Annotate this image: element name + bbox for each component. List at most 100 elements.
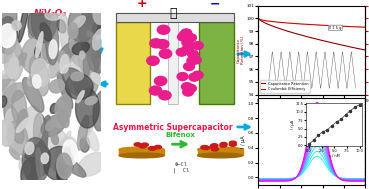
Ellipse shape <box>7 26 25 66</box>
Ellipse shape <box>36 32 43 58</box>
Ellipse shape <box>82 54 100 95</box>
Ellipse shape <box>36 148 42 180</box>
Ellipse shape <box>27 77 33 86</box>
Line: Coulombic Efficiency: Coulombic Efficiency <box>258 18 365 27</box>
Coulombic Efficiency <box>256 17 261 19</box>
Ellipse shape <box>78 38 100 75</box>
Ellipse shape <box>42 128 70 170</box>
Coulombic Efficiency <box>276 21 280 23</box>
Text: ⊕—Cl
|  Cl: ⊕—Cl | Cl <box>173 162 189 173</box>
Circle shape <box>210 145 217 148</box>
Ellipse shape <box>60 54 69 73</box>
Ellipse shape <box>58 94 71 116</box>
Ellipse shape <box>80 136 90 152</box>
Ellipse shape <box>56 162 68 189</box>
Ellipse shape <box>19 0 30 42</box>
Circle shape <box>139 145 146 148</box>
Ellipse shape <box>68 23 78 39</box>
Ellipse shape <box>80 51 85 59</box>
Text: Asymmetric Supercapacitor: Asymmetric Supercapacitor <box>113 123 233 132</box>
Text: NiV₂O₆: NiV₂O₆ <box>33 9 67 18</box>
Ellipse shape <box>34 113 48 156</box>
Ellipse shape <box>29 55 49 96</box>
Ellipse shape <box>16 118 30 132</box>
Ellipse shape <box>28 0 48 38</box>
Ellipse shape <box>6 109 17 128</box>
Ellipse shape <box>21 38 47 73</box>
Circle shape <box>134 143 141 146</box>
Ellipse shape <box>69 23 96 67</box>
Ellipse shape <box>23 78 44 112</box>
Ellipse shape <box>78 153 106 176</box>
Circle shape <box>149 147 156 150</box>
Ellipse shape <box>35 47 40 60</box>
Ellipse shape <box>0 17 18 54</box>
Ellipse shape <box>56 137 77 164</box>
Circle shape <box>186 34 196 42</box>
Ellipse shape <box>65 74 93 100</box>
Circle shape <box>147 56 159 65</box>
Text: Bifenox: Bifenox <box>166 132 196 138</box>
Ellipse shape <box>93 23 103 35</box>
Ellipse shape <box>24 143 51 178</box>
Capacitance Retention <box>256 17 261 19</box>
Ellipse shape <box>24 145 40 182</box>
Ellipse shape <box>72 16 85 29</box>
Ellipse shape <box>85 63 98 86</box>
Ellipse shape <box>22 138 49 184</box>
Ellipse shape <box>77 115 89 150</box>
Ellipse shape <box>3 83 26 103</box>
Ellipse shape <box>49 40 57 59</box>
Circle shape <box>179 31 190 39</box>
FancyBboxPatch shape <box>116 13 234 22</box>
Ellipse shape <box>57 153 72 179</box>
Capacitance Retention <box>284 30 289 32</box>
Y-axis label: Capacitance
Retention (%): Capacitance Retention (%) <box>237 36 245 64</box>
Coulombic Efficiency <box>261 19 265 21</box>
Ellipse shape <box>77 25 89 48</box>
Coulombic Efficiency <box>358 26 362 28</box>
Circle shape <box>211 148 218 151</box>
Circle shape <box>229 143 236 146</box>
Ellipse shape <box>80 42 100 58</box>
FancyBboxPatch shape <box>198 149 242 155</box>
Circle shape <box>210 144 217 148</box>
Coulombic Efficiency <box>284 22 289 24</box>
Circle shape <box>220 143 227 146</box>
Coulombic Efficiency <box>363 26 368 28</box>
Ellipse shape <box>45 9 64 20</box>
Ellipse shape <box>23 106 43 145</box>
Circle shape <box>159 49 172 58</box>
Ellipse shape <box>46 19 59 65</box>
Ellipse shape <box>58 109 69 128</box>
Ellipse shape <box>12 21 21 30</box>
Ellipse shape <box>51 134 59 145</box>
FancyBboxPatch shape <box>116 22 150 104</box>
Ellipse shape <box>85 97 97 105</box>
Capacitance Retention <box>262 22 267 24</box>
Ellipse shape <box>41 153 49 164</box>
Ellipse shape <box>75 77 92 97</box>
Ellipse shape <box>0 119 14 146</box>
Ellipse shape <box>7 121 28 155</box>
Ellipse shape <box>93 91 108 131</box>
Text: 0 1 5 g: 0 1 5 g <box>329 26 342 30</box>
Ellipse shape <box>16 53 27 66</box>
Circle shape <box>211 144 218 147</box>
Ellipse shape <box>40 23 52 41</box>
Ellipse shape <box>54 131 71 171</box>
Text: −: − <box>210 0 220 10</box>
Ellipse shape <box>0 69 14 94</box>
Ellipse shape <box>198 147 242 152</box>
Ellipse shape <box>72 42 89 55</box>
Ellipse shape <box>50 103 58 113</box>
Coulombic Efficiency <box>262 19 267 22</box>
Circle shape <box>156 40 169 49</box>
Circle shape <box>182 39 193 46</box>
Capacitance Retention <box>358 48 362 50</box>
Circle shape <box>182 83 192 91</box>
Ellipse shape <box>32 75 41 88</box>
Circle shape <box>150 39 162 48</box>
Ellipse shape <box>119 147 164 152</box>
Ellipse shape <box>0 0 17 39</box>
